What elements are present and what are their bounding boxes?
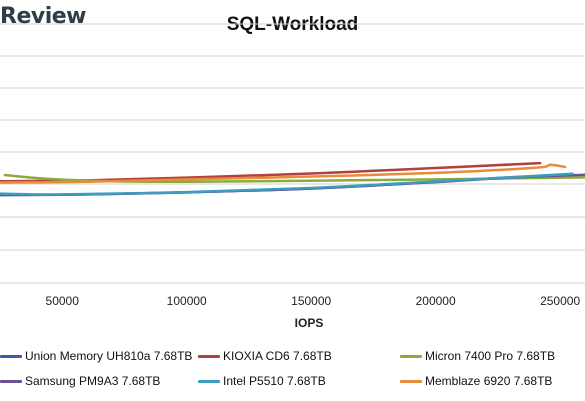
legend-item-micron: Micron 7400 Pro 7.68TB <box>400 348 555 364</box>
brand-logo-text: Review <box>0 4 87 29</box>
legend-label-kioxia: KIOXIA CD6 7.68TB <box>223 349 332 363</box>
legend-item-memblaze: Memblaze 6920 7.68TB <box>400 373 552 389</box>
series-line-4 <box>0 172 574 196</box>
x-axis-label: IOPS <box>295 316 324 330</box>
legend-label-intel: Intel P5510 7.68TB <box>223 374 326 388</box>
legend-item-kioxia: KIOXIA CD6 7.68TB <box>198 348 332 364</box>
legend-item-union-memory: Union Memory UH810a 7.68TB <box>0 348 192 364</box>
legend-swatch-kioxia <box>198 354 220 358</box>
series-line-5 <box>0 163 567 184</box>
legend: Union Memory UH810a 7.68TB KIOXIA CD6 7.… <box>0 343 585 399</box>
legend-label-memblaze: Memblaze 6920 7.68TB <box>425 374 553 388</box>
grid-lines <box>0 23 585 284</box>
x-tick-label: 50000 <box>46 294 80 308</box>
legend-swatch-samsung <box>0 379 22 383</box>
legend-swatch-memblaze <box>400 379 422 383</box>
legend-label-micron: Micron 7400 Pro 7.68TB <box>425 349 556 363</box>
x-tick-label: 150000 <box>291 294 331 308</box>
x-tick-labels: 50000 100000 150000 200000 250000 <box>46 294 581 308</box>
legend-label-samsung: Samsung PM9A3 7.68TB <box>25 374 161 388</box>
x-tick-label: 250000 <box>540 294 580 308</box>
legend-item-intel: Intel P5510 7.68TB <box>198 373 326 389</box>
legend-item-samsung: Samsung PM9A3 7.68TB <box>0 373 160 389</box>
legend-swatch-intel <box>198 379 220 383</box>
legend-swatch-micron <box>400 354 422 358</box>
legend-swatch-union-memory <box>0 354 22 358</box>
x-tick-label: 100000 <box>167 294 207 308</box>
x-tick-label: 200000 <box>416 294 456 308</box>
line-chart: 50000 100000 150000 200000 250000 IOPS <box>0 23 585 330</box>
series-lines <box>0 161 585 197</box>
legend-label-union-memory: Union Memory UH810a 7.68TB <box>25 349 193 363</box>
series-line-2 <box>3 173 585 184</box>
